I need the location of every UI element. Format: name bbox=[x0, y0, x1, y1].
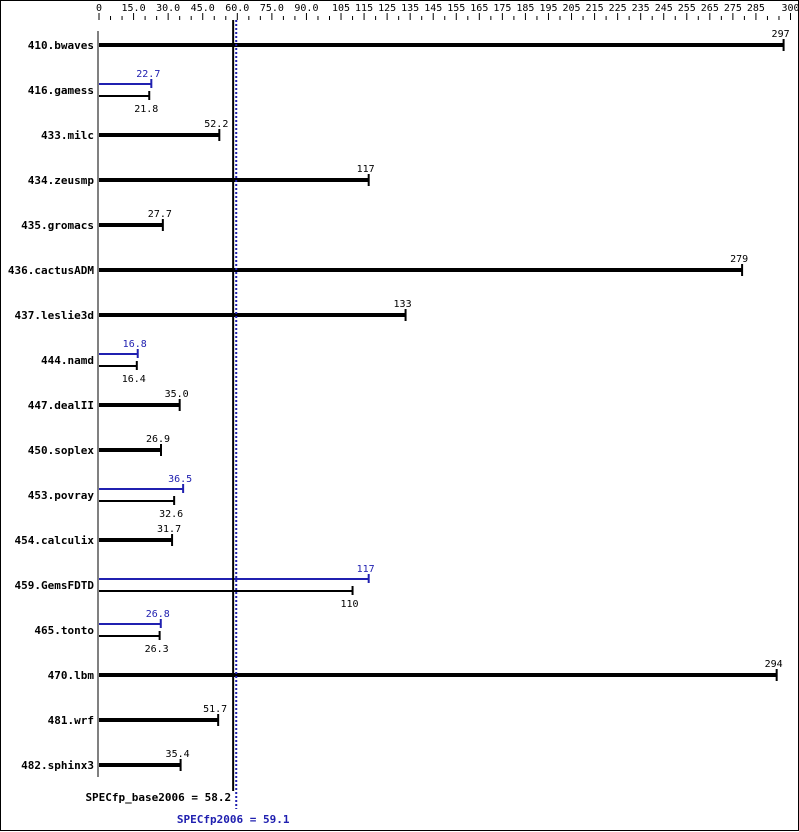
peak-value-label: 22.7 bbox=[136, 69, 160, 80]
x-tick-label: 75.0 bbox=[260, 3, 284, 14]
base-bar bbox=[99, 718, 219, 722]
base-bar bbox=[99, 403, 180, 407]
peak-value-label: 26.8 bbox=[146, 609, 170, 620]
base-bar bbox=[99, 538, 173, 542]
base-value-label: 35.4 bbox=[166, 749, 190, 760]
category-label: 450.soplex bbox=[28, 444, 95, 457]
x-tick-label: 195 bbox=[539, 3, 557, 14]
base-value-label: 133 bbox=[394, 299, 412, 310]
category-label: 453.povray bbox=[28, 489, 95, 502]
base-value-label: 51.7 bbox=[203, 704, 227, 715]
x-tick-label: 275 bbox=[724, 3, 742, 14]
x-tick-label: 60.0 bbox=[225, 3, 249, 14]
base-bar bbox=[99, 500, 175, 502]
base-value-label: 26.9 bbox=[146, 434, 170, 445]
x-tick-label: 255 bbox=[678, 3, 696, 14]
x-tick-label: 165 bbox=[470, 3, 488, 14]
category-label: 435.gromacs bbox=[21, 219, 94, 232]
x-tick-label: 15.0 bbox=[122, 3, 146, 14]
x-tick-label: 185 bbox=[516, 3, 534, 14]
peak-value-label: 36.5 bbox=[168, 474, 192, 485]
x-tick-label: 0 bbox=[96, 3, 102, 14]
x-tick-label: 105 bbox=[332, 3, 350, 14]
peak-value-label: 117 bbox=[357, 564, 375, 575]
category-label: 470.lbm bbox=[48, 669, 95, 682]
peak-mean-label: SPECfp2006 = 59.1 bbox=[177, 813, 290, 826]
x-tick-label: 285 bbox=[747, 3, 765, 14]
base-value-label: 16.4 bbox=[122, 374, 146, 385]
base-value-label: 26.3 bbox=[145, 644, 169, 655]
base-bar bbox=[99, 95, 150, 97]
peak-value-label: 16.8 bbox=[123, 339, 147, 350]
x-tick-label: 90.0 bbox=[294, 3, 318, 14]
category-label: 459.GemsFDTD bbox=[15, 579, 95, 592]
base-value-label: 21.8 bbox=[134, 104, 158, 115]
base-bar bbox=[99, 673, 777, 677]
base-value-label: 279 bbox=[730, 254, 748, 265]
base-bar bbox=[99, 590, 353, 592]
base-bar bbox=[99, 635, 160, 637]
base-value-label: 31.7 bbox=[157, 524, 181, 535]
category-label: 481.wrf bbox=[48, 714, 94, 727]
base-bar bbox=[99, 268, 743, 272]
x-tick-label: 215 bbox=[586, 3, 604, 14]
x-tick-label: 225 bbox=[609, 3, 627, 14]
base-value-label: 35.0 bbox=[165, 389, 189, 400]
base-mean-label: SPECfp_base2006 = 58.2 bbox=[85, 791, 231, 804]
category-label: 482.sphinx3 bbox=[21, 759, 94, 772]
base-bar bbox=[99, 313, 406, 317]
base-bar bbox=[99, 223, 163, 227]
x-tick-label: 300 bbox=[781, 3, 799, 14]
x-tick-label: 265 bbox=[701, 3, 719, 14]
base-value-label: 110 bbox=[341, 599, 359, 610]
category-label: 444.namd bbox=[41, 354, 94, 367]
base-bar bbox=[99, 763, 181, 767]
base-value-label: 32.6 bbox=[159, 509, 183, 520]
x-tick-label: 245 bbox=[655, 3, 673, 14]
base-value-label: 117 bbox=[357, 164, 375, 175]
peak-bar bbox=[99, 353, 138, 355]
category-label: 454.calculix bbox=[15, 534, 95, 547]
base-value-label: 27.7 bbox=[148, 209, 172, 220]
category-label: 410.bwaves bbox=[28, 39, 94, 52]
base-bar bbox=[99, 43, 784, 47]
base-value-label: 294 bbox=[765, 659, 783, 670]
base-bar bbox=[99, 365, 137, 367]
category-label: 447.dealII bbox=[28, 399, 94, 412]
x-tick-label: 175 bbox=[493, 3, 511, 14]
peak-bar bbox=[99, 623, 161, 625]
x-tick-label: 145 bbox=[424, 3, 442, 14]
x-tick-label: 30.0 bbox=[156, 3, 180, 14]
peak-bar bbox=[99, 488, 184, 490]
x-tick-label: 45.0 bbox=[191, 3, 215, 14]
category-label: 416.gamess bbox=[28, 84, 94, 97]
x-tick-label: 135 bbox=[401, 3, 419, 14]
category-label: 436.cactusADM bbox=[8, 264, 94, 277]
x-tick-label: 115 bbox=[355, 3, 373, 14]
base-value-label: 297 bbox=[772, 29, 790, 40]
base-bar bbox=[99, 448, 162, 452]
x-tick-label: 155 bbox=[447, 3, 465, 14]
category-label: 433.milc bbox=[41, 129, 94, 142]
x-tick-label: 205 bbox=[562, 3, 580, 14]
peak-bar bbox=[99, 83, 152, 85]
x-tick-label: 235 bbox=[632, 3, 650, 14]
category-label: 465.tonto bbox=[34, 624, 94, 637]
x-tick-label: 125 bbox=[378, 3, 396, 14]
base-value-label: 52.2 bbox=[204, 119, 228, 130]
category-label: 437.leslie3d bbox=[15, 309, 94, 322]
base-bar bbox=[99, 133, 220, 137]
category-label: 434.zeusmp bbox=[28, 174, 95, 187]
